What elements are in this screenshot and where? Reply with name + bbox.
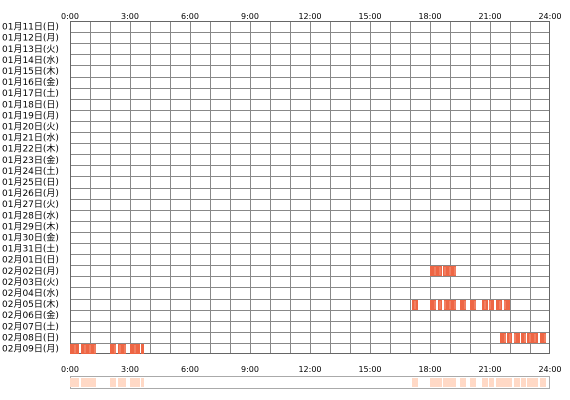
activity-block [430,300,436,310]
row-date-label: 01月11日(日) [2,22,59,33]
summary-activity-mark [110,378,116,387]
row-date-label: 01月14日(水) [2,54,59,66]
top-hour-tick-label: 9:00 [241,12,259,21]
row-date-label: 01月16日(金) [2,76,59,88]
activity-block [470,300,476,310]
top-hour-tick-label: 6:00 [181,12,199,21]
summary-activity-mark [460,378,466,387]
top-hour-tick-label: 21:00 [478,12,501,21]
activity-block [460,300,466,310]
summary-activity-mark [444,378,456,387]
row-date-label: 01月30日(金) [2,232,59,244]
row-date-label: 01月27日(火) [2,199,59,210]
bottom-hour-tick-label: 9:00 [241,365,259,374]
activity-block [443,266,456,276]
summary-activity-mark [430,378,436,387]
row-date-label: 01月23日(金) [2,154,59,166]
summary-activity-mark [521,378,526,387]
bottom-hour-tick-label: 24:00 [538,365,561,374]
summary-activity-mark [438,378,442,387]
row-date-label: 01月18日(日) [2,99,59,110]
row-date-label: 01月21日(水) [2,132,59,144]
bottom-hour-tick-label: 12:00 [298,365,321,374]
row-date-label: 02月09日(月) [2,344,59,355]
activity-block [141,344,144,354]
activity-block [110,344,116,354]
row-date-label: 02月01日(日) [2,255,59,266]
row-date-label: 01月24日(土) [2,165,59,177]
row-date-label: 01月22日(木) [2,143,59,155]
row-date-label: 02月03日(火) [2,277,59,288]
summary-activity-mark [130,378,140,387]
summary-activity-mark [496,378,502,387]
activity-block [496,300,502,310]
bottom-hour-tick-label: 6:00 [181,365,199,374]
activity-cells [70,266,546,354]
summary-activity-mark [489,378,494,387]
row-date-label: 01月12日(月) [2,33,59,44]
bottom-hour-tick-label: 21:00 [478,365,501,374]
bottom-hour-tick-label: 18:00 [418,365,441,374]
bottom-hour-tick-label: 15:00 [358,365,381,374]
top-hour-tick-label: 24:00 [538,12,561,21]
summary-activity-mark [527,378,538,387]
activity-block [521,333,526,343]
summary-activity-mark [540,378,546,387]
activity-block [500,333,506,343]
row-date-label: 01月28日(水) [2,209,59,221]
bottom-hour-tick-label: 0:00 [61,365,79,374]
row-date-label: 02月07日(土) [2,320,59,332]
row-date-label: 02月06日(金) [2,309,59,321]
top-hour-axis: 0:00 3:00 6:00 9:00 12:00 15:00 18:00 21:00 24:0… [61,12,562,21]
row-date-label: 01月17日(土) [2,87,59,99]
activity-block [540,333,546,343]
heatmap-grid [70,21,550,354]
top-hour-tick-label: 18:00 [418,12,441,21]
summary-activity-mark [118,378,126,387]
summary-activity-mark [81,378,96,387]
summary-activity-mark [514,378,520,387]
row-date-label: 01月29日(木) [2,220,59,232]
summary-activity-mark [412,378,418,387]
summary-activity-mark [482,378,488,387]
summary-activity-mark [470,378,476,387]
summary-activity-mark [500,378,506,387]
row-date-label: 02月04日(水) [2,287,59,299]
activity-block [118,344,126,354]
chart-border [70,21,550,354]
row-date-label: 02月05日(木) [2,298,59,310]
summary-activity-mark [507,378,512,387]
row-labels: 01月11日(日)01月12日(月)01月13日(火)01月14日(水)01月1… [2,22,59,355]
summary-activity-mark [70,378,79,387]
row-date-label: 01月15日(木) [2,65,59,77]
row-date-label: 02月02日(月) [2,266,59,277]
top-hour-tick-label: 15:00 [358,12,381,21]
activity-block [489,300,494,310]
activity-block [504,300,510,310]
top-hour-tick-label: 0:00 [61,12,79,21]
activity-block [81,344,96,354]
summary-strip [70,376,550,389]
top-hour-tick-label: 3:00 [121,12,139,21]
row-date-label: 01月25日(日) [2,177,59,188]
bottom-hour-axis: 0:00 3:00 6:00 9:00 12:00 15:00 18:00 21:00 24:0… [61,365,562,374]
row-date-label: 01月13日(火) [2,44,59,55]
activity-block [430,266,442,276]
summary-activity-mark [141,378,144,387]
activity-block [514,333,520,343]
row-date-label: 02月08日(日) [2,332,59,343]
row-date-label: 01月26日(月) [2,188,59,199]
activity-block [527,333,538,343]
top-hour-tick-label: 12:00 [298,12,321,21]
row-date-label: 01月20日(火) [2,122,59,133]
activity-block [70,344,79,354]
row-date-label: 01月19日(月) [2,110,59,121]
bottom-hour-tick-label: 3:00 [121,365,139,374]
row-date-label: 01月31日(土) [2,243,59,255]
activity-block [507,333,512,343]
